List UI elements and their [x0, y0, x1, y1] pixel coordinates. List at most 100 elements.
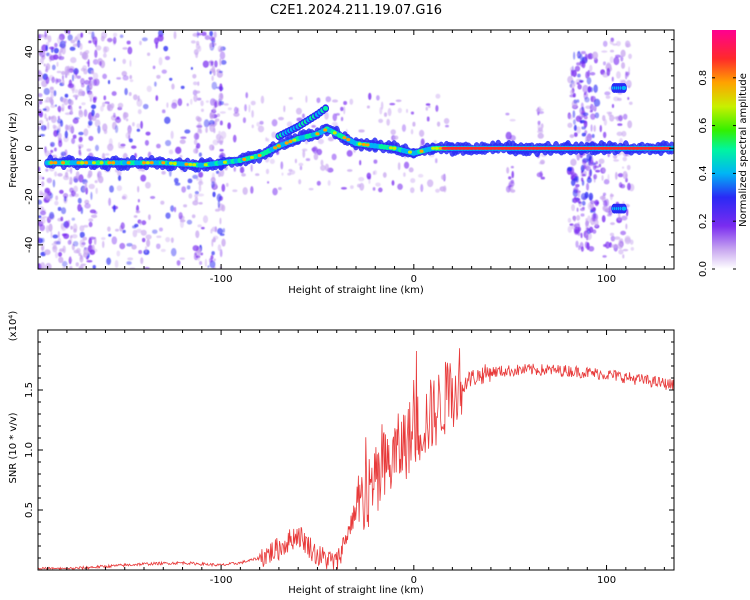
spectrogram-noise-dot — [190, 98, 193, 105]
spectrogram-ytick-label: -40 — [24, 237, 35, 253]
spectrogram-noise-dot — [620, 184, 626, 189]
spectrogram-noise-dot — [173, 31, 177, 40]
spectrogram-noise-dot — [57, 206, 62, 211]
spectrogram-noise-dot — [113, 204, 116, 213]
spectrogram-noise-dot — [620, 55, 624, 62]
snr-ticks: -100 0 100 0.5 1.0 1.5 — [24, 330, 674, 586]
spectrogram-noise-dot — [137, 95, 140, 102]
spectrogram-noise-dot — [191, 214, 196, 219]
spectrogram-noise-dot — [217, 199, 221, 209]
spectrogram-noise-dot — [244, 104, 247, 112]
spectrogram-noise-dot — [401, 124, 407, 132]
spectrogram-noise-dot — [114, 117, 122, 124]
spectrogram-noise-dot — [368, 179, 371, 185]
spectrogram-noise-dot — [198, 201, 203, 205]
spectrogram-noise-dot — [109, 185, 114, 193]
spectrogram-noise-dot — [44, 187, 51, 194]
spectrogram-noise-dot — [176, 260, 181, 266]
ridge-core — [53, 161, 58, 165]
spectrogram-noise-dot — [92, 72, 99, 80]
spectrogram-noise-dot — [573, 124, 577, 131]
spectrogram-noise-dot — [410, 178, 416, 184]
spectrogram-noise-dot — [116, 185, 123, 192]
spectrogram-noise-dot — [99, 60, 102, 67]
spectrogram-noise-dot — [138, 250, 143, 255]
spectrogram-noise-dot — [88, 218, 94, 222]
spectrogram-noise-dot — [86, 61, 90, 64]
spectrogram-noise-dot — [95, 45, 102, 51]
spectrogram-noise-dot — [213, 258, 216, 262]
spectrogram-noise-dot — [209, 30, 214, 37]
spectrogram-noise-dot — [616, 40, 621, 47]
colorbar-gradient — [712, 30, 736, 269]
spectrogram-noise-dot — [131, 145, 137, 149]
spectrogram-noise-dot — [573, 132, 578, 137]
spectrogram-noise-dot — [131, 244, 137, 250]
spectrogram-noise-dot — [248, 104, 251, 113]
spectrogram-noise-dot — [577, 84, 582, 90]
spectrogram-noise-dot — [219, 148, 224, 152]
spectrogram-noise-dot — [211, 75, 214, 82]
spectrogram-noise-dot — [194, 194, 199, 198]
spectrogram-noise-dot — [199, 260, 203, 265]
spectrogram-noise-dot — [627, 120, 633, 129]
spectrogram-noise-dot — [123, 112, 129, 119]
spectrogram-noise-dot — [596, 201, 600, 205]
ridge-core — [332, 131, 337, 135]
spectrogram-noise-dot — [192, 174, 199, 179]
spectrogram-noise-dot — [579, 53, 583, 61]
spectrogram-noise-dot — [426, 116, 430, 122]
spectrogram-noise-dot — [50, 115, 57, 124]
spectrogram-noise-dot — [610, 222, 615, 226]
spectrogram-noise-dot — [64, 130, 68, 139]
spectrogram-noise-dot — [157, 34, 164, 42]
spectrogram-noise-dot — [571, 204, 576, 212]
spectrogram-noise-dot — [313, 153, 319, 161]
spectrogram-noise-dot — [66, 67, 70, 76]
spectrogram-noise-dot — [200, 100, 204, 107]
spectrogram-noise-dot — [620, 49, 626, 58]
spectrogram-noise-dot — [88, 236, 96, 240]
spectrogram-noise-dot — [91, 109, 95, 117]
spectrogram-noise-dot — [358, 177, 365, 182]
spectrogram-noise-dot — [83, 80, 90, 85]
spectrogram-noise-dot — [78, 252, 82, 257]
spectrogram-noise-dot — [382, 172, 387, 178]
spectrogram-noise-dot — [605, 95, 611, 99]
ridge-core — [107, 161, 112, 165]
spectrogram-noise-dot — [271, 131, 277, 139]
spectrogram-noise-dot — [325, 96, 332, 103]
snr-xtick-label: 0 — [411, 575, 417, 586]
spectrogram-noise-dot — [44, 113, 47, 120]
spectrogram-noise-dot — [202, 60, 209, 68]
spectrogram-noise-dot — [60, 216, 64, 222]
spectrogram-noise-dot — [76, 247, 81, 254]
spectrogram-noise-dot — [604, 198, 610, 207]
spectrogram-noise-dot — [70, 39, 76, 44]
spectrogram-noise-dot — [589, 64, 593, 72]
spectrogram-noise-dot — [569, 83, 575, 89]
spectrogram-noise-dot — [569, 94, 576, 98]
spectrogram-noise-dot — [372, 187, 376, 191]
spectrogram-noise-dot — [621, 215, 628, 221]
spectrogram-noise-dot — [210, 254, 214, 263]
spectrogram-noise-dot — [211, 177, 216, 182]
spectrogram-noise-dot — [40, 34, 44, 38]
spectrogram-marks — [38, 30, 674, 269]
ridge-core — [99, 161, 104, 165]
spectrogram-noise-dot — [61, 71, 66, 75]
ridge-core — [184, 162, 189, 166]
colorbar-tick-label: 0.6 — [698, 118, 709, 134]
spectrogram-noise-dot — [144, 139, 149, 146]
spectrogram-noise-dot — [137, 185, 140, 193]
spectrogram-noise-dot — [316, 97, 321, 103]
spectrogram-noise-dot — [154, 81, 157, 87]
ridge-core — [323, 128, 328, 132]
spectrogram-noise-dot — [383, 112, 388, 117]
spectrogram-noise-dot — [74, 193, 79, 198]
spectrogram-noise-dot — [443, 117, 450, 125]
ridge-core — [438, 146, 443, 150]
spectrogram-noise-dot — [198, 152, 202, 157]
spectrogram-noise-dot — [207, 265, 210, 268]
spectrogram-noise-dot — [116, 77, 122, 80]
